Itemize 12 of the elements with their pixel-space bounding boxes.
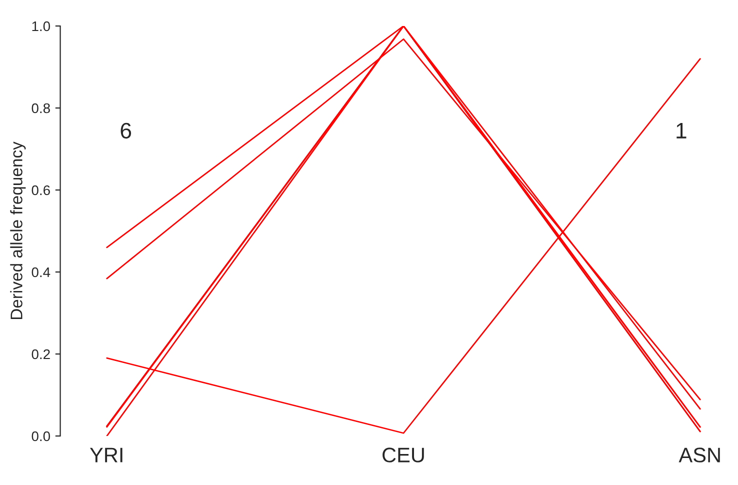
annotation: 1 — [676, 123, 686, 138]
y-tick-label: 0.2 — [32, 349, 50, 360]
y-tick-label: 0.4 — [32, 267, 50, 278]
y-tick-label: 0.0 — [32, 431, 50, 442]
x-tick-label: YRI — [90, 448, 122, 462]
annotation: 6 — [120, 122, 132, 139]
y-tick-label: 0.8 — [32, 103, 50, 114]
y-axis-title: Derived allele frequency — [10, 142, 26, 320]
x-tick-label: CEU — [382, 448, 424, 462]
x-tick-label: ASN — [678, 448, 720, 462]
y-tick-label: 1.0 — [32, 21, 50, 32]
y-tick-label: 0.6 — [32, 185, 50, 196]
